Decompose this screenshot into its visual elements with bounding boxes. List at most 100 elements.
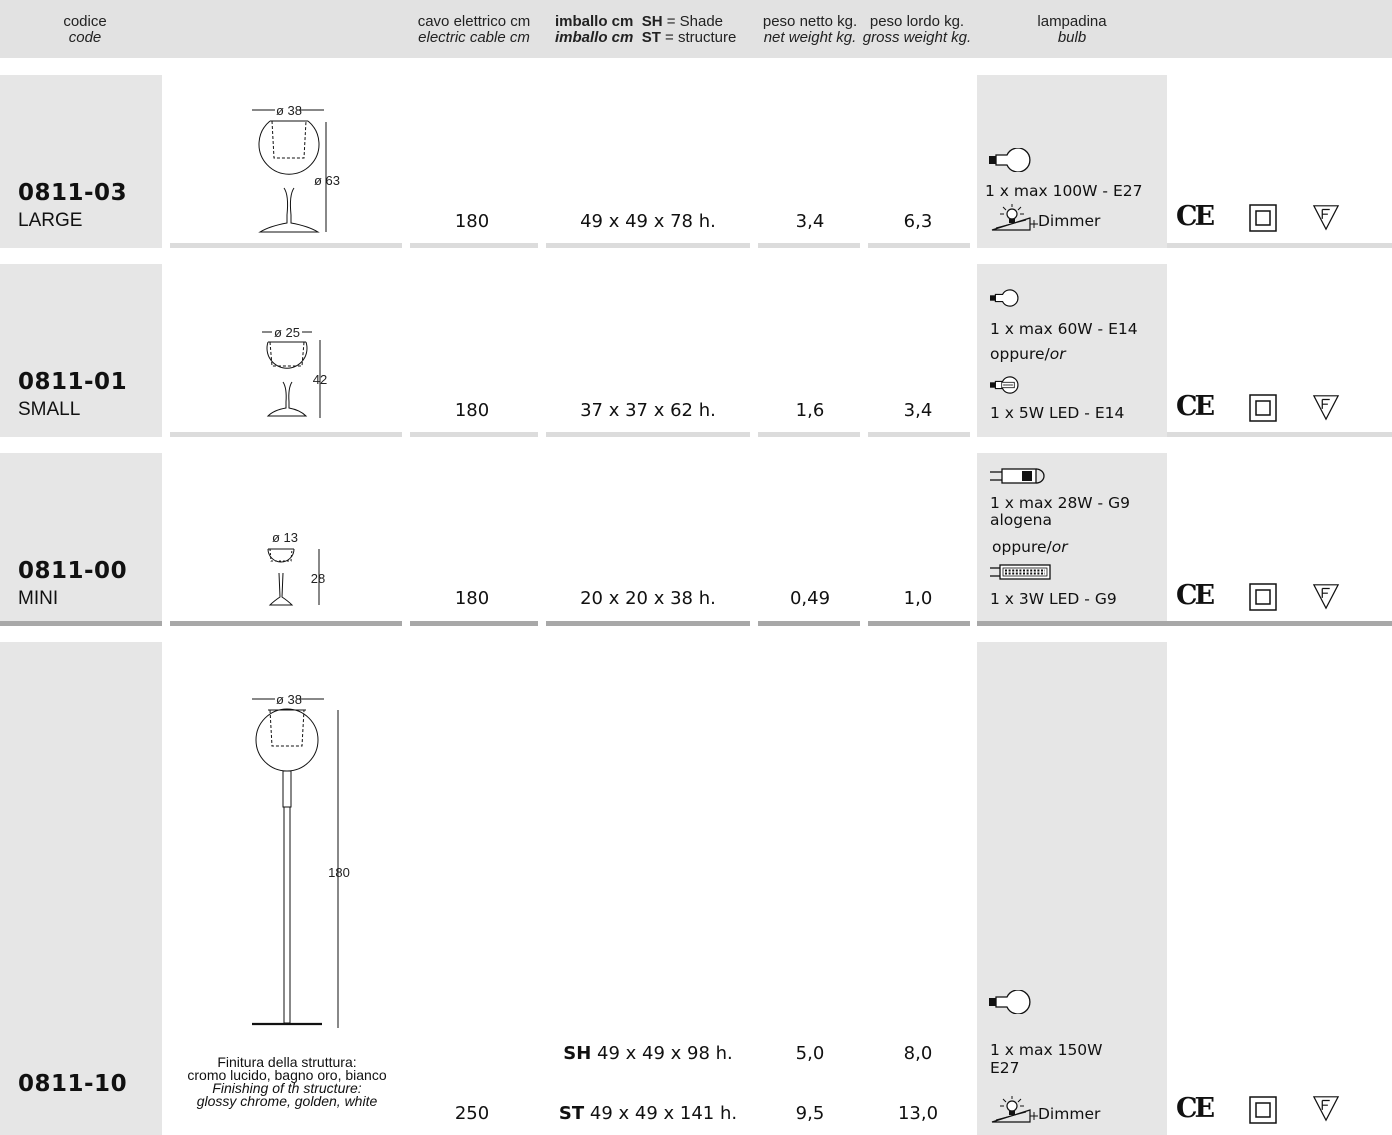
class-ii-icon [1248, 393, 1278, 423]
dimmer-label: Dimmer [1038, 212, 1101, 230]
dimmer-label: Dimmer [1038, 1105, 1101, 1123]
class-ii-icon [1248, 203, 1278, 233]
lamp-large-drawing [252, 109, 327, 233]
row-divider [0, 621, 162, 626]
row-divider [1167, 621, 1392, 626]
product-code: 0811-00 [18, 558, 128, 584]
product-code: 0811-10 [18, 1071, 128, 1097]
net-weight: 1,6 [795, 400, 825, 421]
cable-length: 250 [454, 1103, 490, 1124]
packaging-size: 37 x 37 x 62 h. [580, 400, 716, 421]
row-divider [758, 621, 860, 626]
packaging-size: 20 x 20 x 38 h. [580, 588, 716, 609]
ce-mark-icon: CE [1176, 201, 1215, 232]
lamp-small-drawing [262, 331, 321, 418]
dimension-diameter: ø 13 [271, 530, 298, 545]
header-gross-weight: peso lordo kg. gross weight kg. [862, 13, 972, 46]
halogen-g9-icon [990, 467, 1060, 485]
led-bulb-icon [990, 376, 1026, 394]
dimension-diameter: ø 38 [275, 692, 302, 707]
row-divider [546, 621, 750, 626]
row-divider [170, 432, 402, 437]
gross-weight: 1,0 [903, 588, 933, 609]
net-weight-structure: 9,5 [795, 1103, 825, 1124]
header-cable: cavo elettrico cm electric cable cm [417, 13, 531, 46]
f-mark-icon [1312, 203, 1340, 231]
row-divider [1167, 243, 1392, 248]
bulb-spec: 1 x max 28W - G9 alogena [990, 494, 1130, 529]
packaging-size: 49 x 49 x 78 h. [580, 211, 716, 232]
row-divider [868, 432, 970, 437]
code-cell [0, 642, 162, 1135]
header-code: codice code [63, 13, 107, 46]
finish-note: Finitura della struttura: cromo lucido, … [187, 1054, 387, 1109]
gross-weight-shade: 8,0 [903, 1043, 933, 1064]
ce-mark-icon: CE [1176, 580, 1215, 611]
ce-mark-icon: CE [1176, 391, 1215, 422]
product-code: 0811-03 [18, 180, 128, 206]
net-weight: 3,4 [795, 211, 825, 232]
led-g9-icon [990, 563, 1060, 581]
net-weight: 0,49 [789, 588, 831, 609]
header-packaging: imballo cm SH = Shade imballo cm ST = st… [555, 13, 737, 46]
or-label: oppure/or [990, 345, 1066, 363]
bulb-icon [990, 289, 1026, 307]
row-divider [868, 621, 970, 626]
bulb-spec-led: 1 x 5W LED - E14 [990, 404, 1125, 422]
code-cell [0, 453, 162, 625]
ce-mark-icon: CE [1176, 1093, 1215, 1124]
code-cell [0, 264, 162, 437]
dimension-height: ø 63 [313, 173, 340, 188]
dimension-diameter: ø 38 [275, 103, 302, 118]
product-size: LARGE [18, 210, 83, 231]
row-divider [410, 432, 538, 437]
row-divider [546, 243, 750, 248]
product-code: 0811-01 [18, 369, 128, 395]
gross-weight: 6,3 [903, 211, 933, 232]
bulb-spec-led: 1 x 3W LED - G9 [990, 590, 1117, 608]
header-bar [0, 0, 1392, 58]
floor-lamp-drawing [252, 698, 339, 1028]
packaging-structure: ST 49 x 49 x 141 h. [558, 1103, 738, 1124]
cable-length: 180 [454, 588, 490, 609]
bulb-icon [989, 148, 1039, 172]
dimmer-icon [990, 204, 1042, 232]
bulb-spec: 1 x max 150W E27 [990, 1041, 1103, 1077]
row-divider [1167, 432, 1392, 437]
bulb-spec: 1 x max 100W - E27 [985, 182, 1143, 200]
net-weight-shade: 5,0 [795, 1043, 825, 1064]
lamp-mini-drawing [267, 548, 320, 606]
row-divider [546, 432, 750, 437]
code-cell [0, 75, 162, 248]
row-divider [758, 243, 860, 248]
row-divider [977, 621, 1167, 626]
or-label: oppure/or [992, 538, 1068, 556]
header-net-weight: peso netto kg. net weight kg. [762, 13, 858, 46]
dimmer-icon [990, 1096, 1042, 1124]
f-mark-icon [1312, 582, 1340, 610]
dimension-height: 28 [310, 571, 326, 586]
product-size: MINI [18, 588, 59, 609]
f-mark-icon [1312, 1094, 1340, 1122]
header-bulb: lampadina bulb [1037, 13, 1107, 46]
class-ii-icon [1248, 582, 1278, 612]
dimension-diameter: ø 25 [273, 325, 300, 340]
row-divider [758, 432, 860, 437]
product-size: SMALL [18, 399, 81, 420]
bulb-icon [989, 990, 1039, 1014]
gross-weight: 3,4 [903, 400, 933, 421]
cable-length: 180 [454, 211, 490, 232]
packaging-shade: SH 49 x 49 x 98 h. [563, 1043, 733, 1064]
dimension-height: 180 [328, 865, 350, 880]
cable-length: 180 [454, 400, 490, 421]
row-divider [410, 243, 538, 248]
gross-weight-structure: 13,0 [897, 1103, 939, 1124]
bulb-cell [977, 642, 1167, 1135]
row-divider [170, 243, 402, 248]
row-divider [410, 621, 538, 626]
f-mark-icon [1312, 393, 1340, 421]
bulb-spec: 1 x max 60W - E14 [990, 320, 1138, 338]
class-ii-icon [1248, 1095, 1278, 1125]
row-divider [170, 621, 402, 626]
row-divider [868, 243, 970, 248]
